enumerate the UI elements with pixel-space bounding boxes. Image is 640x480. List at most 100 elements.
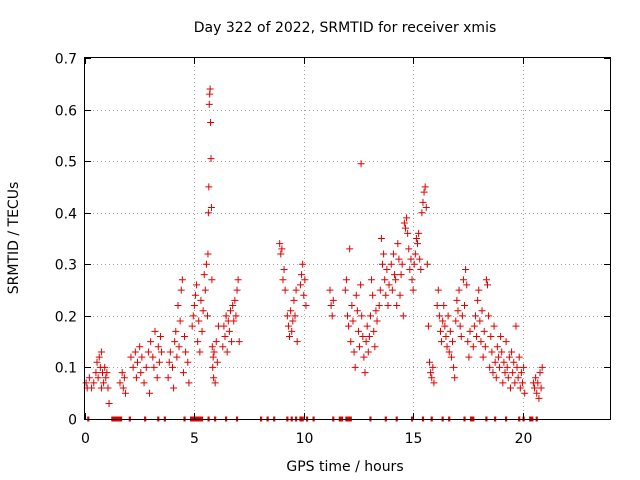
data-point [230,317,238,325]
data-point [429,363,437,371]
data-point [344,312,351,320]
data-point [104,384,112,392]
data-point [419,198,427,206]
data-point [387,260,395,268]
data-point [327,302,335,310]
data-point [532,374,540,382]
data-point [142,363,150,371]
data-point [484,281,491,289]
data-point [489,369,497,377]
y-tick-label: 0 [68,413,77,429]
data-point [357,281,365,289]
data-point [504,374,512,382]
data-point [499,379,507,387]
data-point [119,384,127,392]
data-point [184,358,192,366]
x-tick-label: 5 [190,431,199,447]
data-point [212,338,220,346]
data-point [396,291,404,299]
data-point [290,296,298,304]
data-point [196,348,204,356]
data-point [441,322,449,330]
data-point [105,400,113,408]
data-point [383,265,391,273]
data-point [209,353,217,361]
x-tick-label: 0 [81,431,90,447]
data-point [101,363,109,371]
data-point [94,374,102,382]
data-point [233,286,241,294]
data-point [424,322,432,330]
data-point [464,338,472,346]
data-point [394,240,402,248]
data-point [465,353,473,361]
data-point [488,348,496,356]
data-point [498,348,506,356]
data-point [516,384,524,392]
data-point [234,276,242,284]
data-point [129,363,137,371]
data-point [85,374,93,382]
data-point [97,384,105,392]
y-tick-label: 0.1 [55,361,77,377]
data-point [463,281,471,289]
data-point [505,353,513,361]
data-point [521,389,529,397]
data-point [515,353,523,361]
data-point [466,327,474,335]
data-point [284,322,292,330]
data-point [226,307,234,315]
data-point [379,260,386,268]
data-point [140,379,148,387]
data-point [195,317,203,325]
data-point [426,358,434,366]
data-point [191,291,199,299]
data-point [510,358,518,366]
data-point [459,276,467,284]
data-point [204,209,212,217]
data-point [301,276,309,284]
data-point [421,183,429,191]
data-point [169,363,176,371]
data-point [235,338,243,346]
data-point [520,363,528,371]
data-point [155,358,163,366]
data-point [147,338,155,346]
data-point [439,317,447,325]
data-point [502,338,510,346]
data-point [202,260,210,268]
data-point [461,302,469,310]
data-point [138,353,146,361]
data-point [286,332,294,340]
data-point [204,250,212,258]
data-point [375,302,383,310]
data-point [403,214,411,222]
data-point [368,276,376,284]
x-tick-label: 15 [405,431,423,447]
data-point [478,307,486,315]
data-point [120,374,128,382]
data-point [221,332,229,340]
data-point [102,374,110,382]
data-point [127,353,135,361]
data-point [395,255,403,263]
data-point [410,260,418,268]
data-point [359,332,367,340]
y-axis-label: SRMTID / TECUs [6,182,22,295]
data-point [353,307,361,315]
data-point [414,240,421,248]
data-point [281,286,289,294]
data-point [293,338,301,346]
data-point [207,204,215,212]
data-point [363,322,371,330]
data-point [95,353,103,361]
data-point [428,374,436,382]
data-point [407,255,415,263]
data-point [492,374,500,382]
data-point [364,348,372,356]
data-point [446,327,454,335]
data-point [389,250,397,258]
data-point [174,302,182,310]
data-point [100,379,108,387]
